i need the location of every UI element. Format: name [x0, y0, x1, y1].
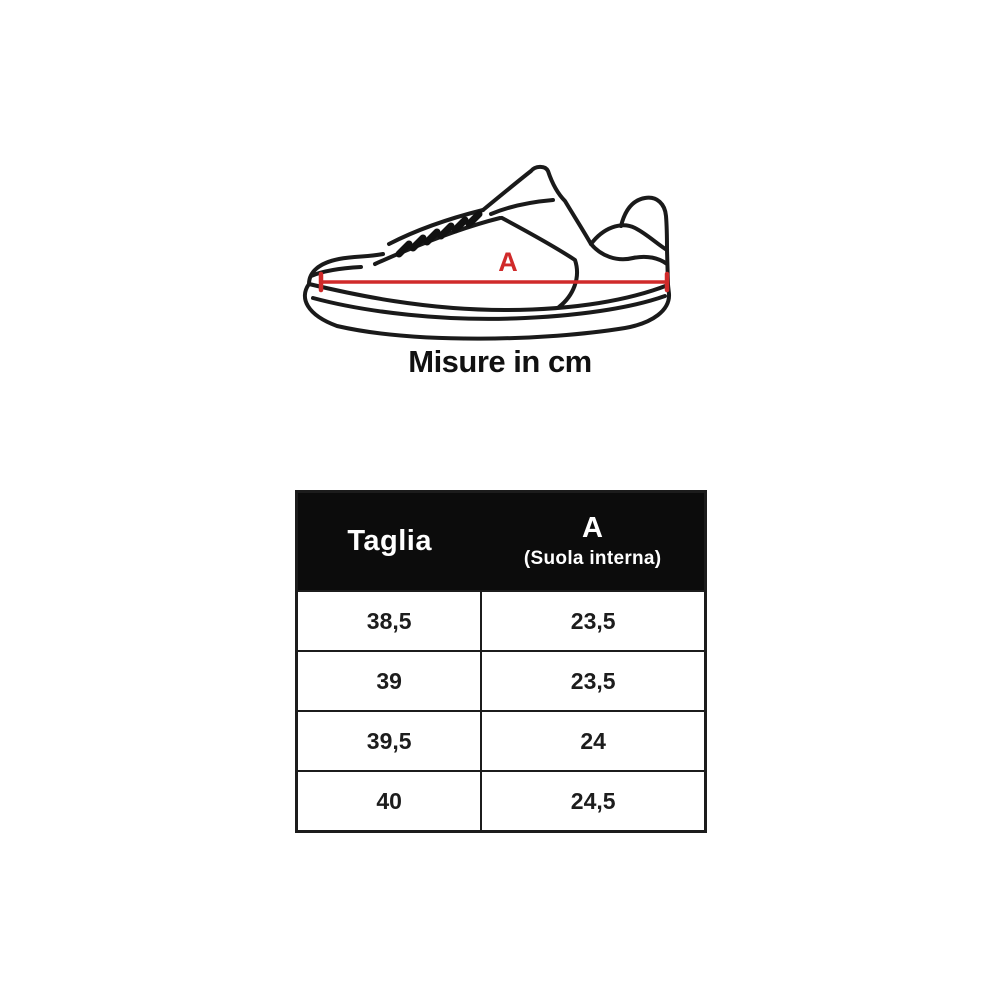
laces-icon — [395, 210, 483, 258]
table-header-row: Taglia A (Suola interna) — [296, 491, 706, 591]
table-row: 39 23,5 — [295, 650, 707, 712]
diagram-caption: Misure in cm — [408, 344, 592, 379]
sneaker-outline-icon: A — [303, 164, 671, 341]
table-row: 40 24,5 — [295, 770, 707, 833]
cell-taglia: 39 — [295, 650, 483, 712]
cell-a: 24 — [480, 710, 707, 772]
header-a-label: A — [581, 512, 604, 545]
cell-a: 23,5 — [480, 590, 707, 652]
cell-a: 24,5 — [480, 770, 707, 833]
measurement-line — [318, 271, 670, 293]
size-table: Taglia A (Suola interna) 38,5 23,5 39 23… — [295, 490, 707, 833]
cell-taglia: 40 — [295, 770, 483, 833]
measurement-label: A — [498, 247, 518, 277]
table-row: 39,5 24 — [295, 710, 707, 772]
header-a-sublabel: (Suola interna) — [523, 547, 662, 569]
header-taglia-label: Taglia — [347, 524, 432, 557]
header-a: A (Suola interna) — [481, 491, 706, 591]
header-taglia: Taglia — [296, 491, 482, 591]
cell-taglia: 38,5 — [295, 590, 483, 652]
cell-a: 23,5 — [480, 650, 707, 712]
cell-taglia: 39,5 — [295, 710, 483, 772]
table-row: 38,5 23,5 — [295, 590, 707, 652]
sneaker-diagram: A — [295, 158, 695, 348]
